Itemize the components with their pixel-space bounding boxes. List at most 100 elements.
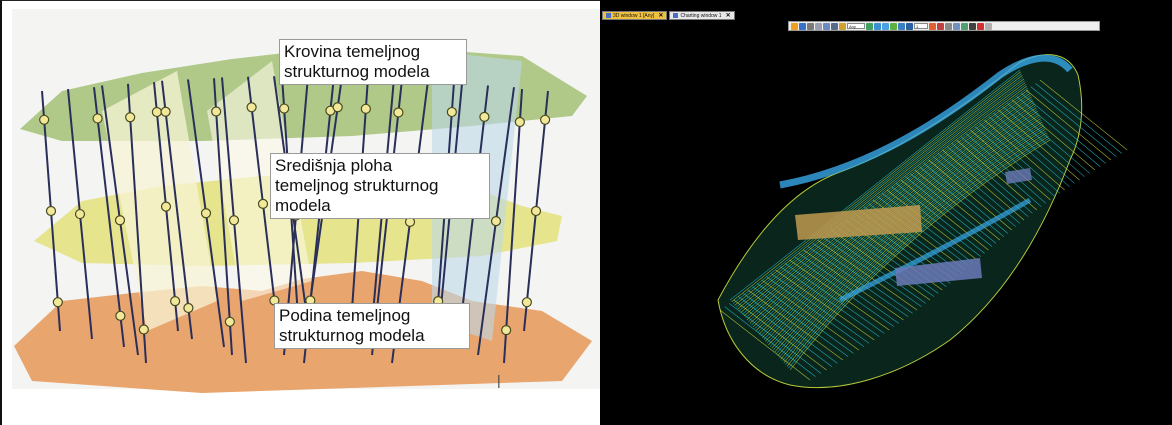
- tab-3d-window[interactable]: 3D window 1 [Any] ✕: [602, 11, 668, 20]
- surface-band-upper: [795, 205, 922, 240]
- well-marker: [393, 107, 404, 118]
- measure-icon[interactable]: [807, 22, 814, 30]
- well-marker: [183, 302, 194, 314]
- mesh-line: [1030, 86, 1117, 157]
- mesh-line: [770, 273, 870, 344]
- select-tool-icon[interactable]: [791, 22, 798, 30]
- chart-window-icon: [673, 13, 679, 18]
- rotate-icon[interactable]: [898, 22, 905, 30]
- mesh-contour: [731, 71, 1021, 303]
- palette-icon[interactable]: [937, 22, 944, 30]
- eye-icon[interactable]: [874, 22, 881, 30]
- well-marker: [540, 114, 551, 125]
- roof-label: Krovina temeljnog strukturnog modela: [279, 39, 467, 85]
- screenshot-icon[interactable]: [969, 22, 976, 30]
- grid-icon[interactable]: [823, 22, 830, 30]
- well-marker: [92, 113, 103, 124]
- close-icon[interactable]: ✕: [658, 13, 664, 19]
- ruler-icon[interactable]: [815, 22, 822, 30]
- mesh-line: [914, 169, 1001, 241]
- mesh-contour: [745, 87, 1028, 319]
- tab-3d-window-label: 3D window 1 [Any]: [613, 12, 655, 19]
- well-marker: [501, 325, 512, 336]
- mesh-contour: [786, 136, 1049, 367]
- record-icon[interactable]: [977, 22, 984, 30]
- mesh-line: [1016, 96, 1101, 167]
- mesh-line: [784, 263, 885, 334]
- pointer-icon[interactable]: [799, 22, 806, 30]
- frame-icon[interactable]: [961, 22, 968, 30]
- globe-icon[interactable]: [906, 22, 913, 30]
- well-marker: [160, 106, 171, 117]
- mesh-line: [947, 146, 1029, 217]
- well-line: [213, 78, 233, 356]
- mesh-contour: [742, 84, 1027, 315]
- well-marker: [74, 208, 86, 220]
- mesh-line: [1011, 99, 1096, 171]
- mesh-line: [835, 226, 935, 297]
- close-icon[interactable]: ✕: [725, 13, 731, 19]
- domain-select[interactable]: Any: [847, 23, 865, 29]
- well-marker: [151, 106, 162, 118]
- well-marker: [514, 116, 525, 128]
- layers-icon[interactable]: [831, 22, 838, 30]
- camera-icon[interactable]: [882, 22, 889, 30]
- mesh-contour: [732, 73, 1022, 304]
- well-marker: [160, 201, 172, 212]
- well-marker: [530, 205, 542, 217]
- surface-band-small: [1005, 168, 1032, 184]
- mesh-contour: [729, 69, 1021, 301]
- light-icon[interactable]: [945, 22, 952, 30]
- middle-label: Središnja ploha temeljnog strukturnog mo…: [270, 153, 490, 219]
- mesh-line: [998, 109, 1080, 181]
- tab-charting-window-label: Charting window 1: [680, 12, 722, 19]
- mesh-line: [775, 269, 875, 341]
- well-marker: [279, 103, 290, 114]
- tab-charting-window[interactable]: Charting window 1 ✕: [669, 11, 735, 20]
- structural-model-figure: | Krovina temeljnog strukturnog modela S…: [0, 0, 600, 425]
- mesh-ridge: [779, 54, 1073, 189]
- mesh-line: [1039, 79, 1128, 151]
- mesh-line: [719, 309, 811, 381]
- surface-band-lower: [895, 258, 982, 286]
- well-line: [93, 87, 125, 348]
- mesh-contour: [743, 85, 1028, 317]
- mesh-contour: [739, 80, 1025, 311]
- mesh-line: [886, 189, 978, 261]
- scan-mark: |: [497, 372, 501, 388]
- help-icon[interactable]: [985, 22, 992, 30]
- shading-icon[interactable]: [929, 22, 936, 30]
- floor-label: Podina temeljnog strukturnog modela: [274, 303, 470, 349]
- mesh-contour: [783, 132, 1048, 364]
- mesh-line: [891, 186, 982, 257]
- pick-icon[interactable]: [839, 22, 846, 30]
- mesh-contour: [789, 139, 1051, 371]
- mesh-line: [951, 143, 1033, 214]
- well-line: [161, 80, 193, 340]
- 3d-mesh-viewport[interactable]: [600, 0, 1172, 425]
- mesh-line: [988, 116, 1070, 187]
- mesh-line: [993, 113, 1075, 184]
- well-marker: [446, 106, 457, 118]
- mesh-line: [821, 236, 922, 307]
- mesh-contour: [749, 93, 1031, 324]
- well-marker: [125, 112, 136, 123]
- mesh-line: [979, 123, 1061, 194]
- 3d-viewer-window: 3D window 1 [Any] ✕ Charting window 1 ✕ …: [600, 0, 1172, 425]
- view-icon[interactable]: [866, 22, 873, 30]
- well-marker: [224, 316, 235, 327]
- well-marker: [211, 106, 222, 117]
- well-marker: [39, 114, 50, 125]
- well-marker: [332, 102, 343, 113]
- viewer-toolbar: Any 1: [788, 21, 1100, 31]
- well-marker: [246, 102, 257, 113]
- axis-icon[interactable]: [953, 22, 960, 30]
- mesh-line: [724, 306, 816, 377]
- well-marker: [490, 216, 502, 227]
- scale-select[interactable]: 1: [914, 23, 928, 29]
- zoom-fit-icon[interactable]: [890, 22, 897, 30]
- well-marker: [115, 310, 126, 321]
- mesh-lower-ridge: [838, 197, 1032, 303]
- mesh-line: [729, 303, 822, 374]
- mesh-contour: [735, 76, 1024, 308]
